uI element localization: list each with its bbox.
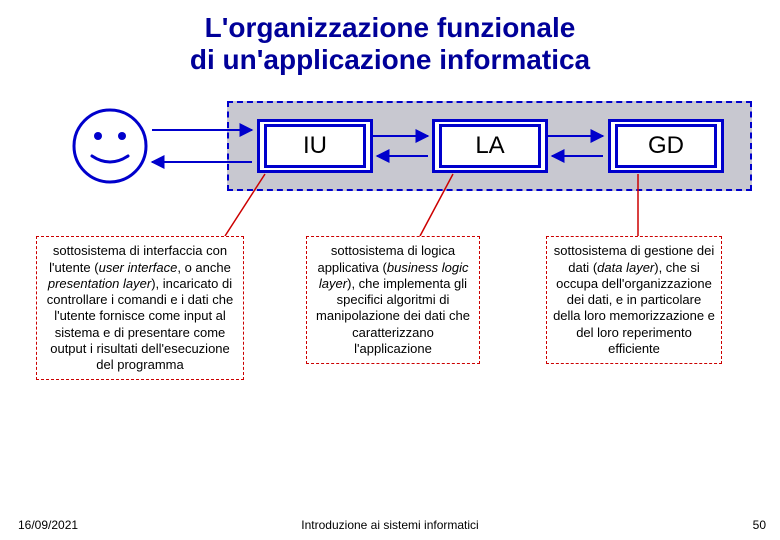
layer-label-gd: GD [648, 132, 684, 160]
layer-box-gd: GD [608, 119, 724, 173]
slide-title: L'organizzazione funzionale di un'applic… [0, 0, 780, 76]
footer-page: 50 [753, 518, 766, 532]
layer-label-la: LA [475, 132, 504, 160]
layer-box-iu: IU [257, 119, 373, 173]
title-line-1: L'organizzazione funzionale [205, 12, 576, 43]
title-line-2: di un'applicazione informatica [190, 44, 590, 75]
layer-label-iu: IU [303, 132, 327, 160]
footer-center: Introduzione ai sistemi informatici [0, 518, 780, 532]
desc-box-iu: sottosistema di interfaccia con l'utente… [36, 236, 244, 380]
desc-box-gd: sottosistema di gestione dei dati (data … [546, 236, 722, 364]
user-smiley-icon [70, 106, 150, 186]
desc-iu-body: (user interface, o anche presentation la… [47, 260, 233, 373]
diagram-stage: IU LA GD sottosistema di interfaccia con… [0, 76, 780, 511]
layer-box-la: LA [432, 119, 548, 173]
desc-box-la: sottosistema di logica applicativa (busi… [306, 236, 480, 364]
